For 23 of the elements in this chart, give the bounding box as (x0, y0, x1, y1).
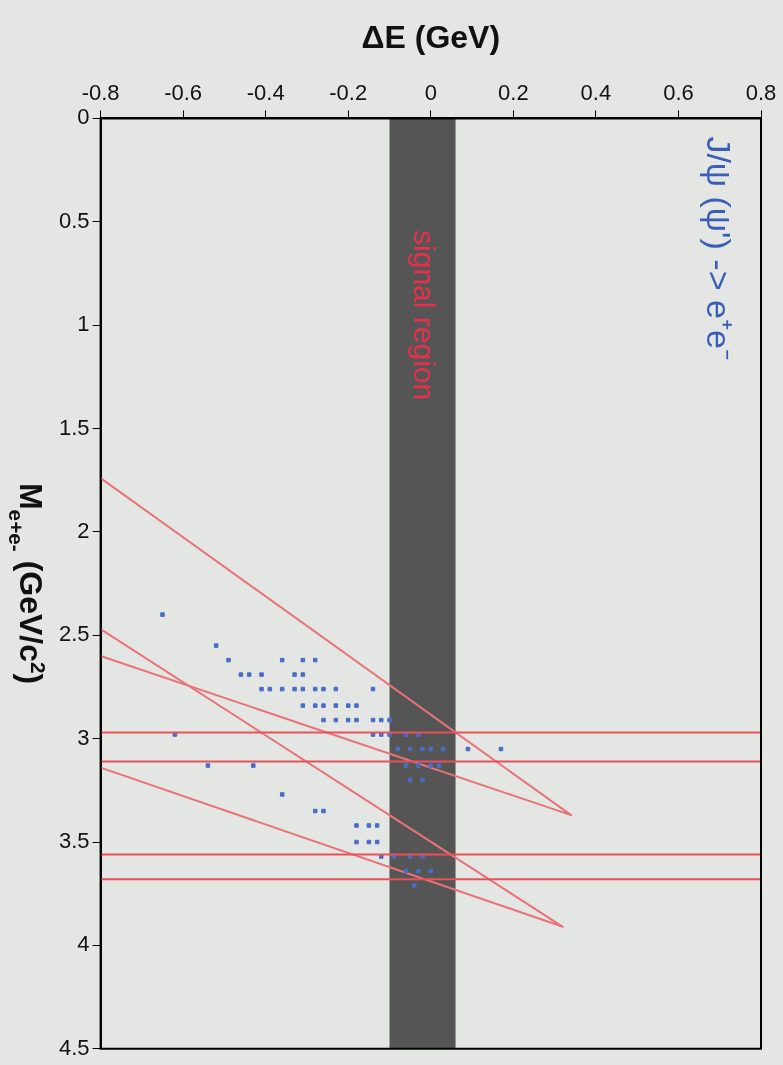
x-tick-label: 0.2 (498, 80, 529, 106)
x-tick-label: 0 (424, 80, 437, 106)
y-tick-label: 0 (77, 104, 90, 130)
y-tick-label: 4.5 (58, 1034, 90, 1060)
y-tick-label: 1.5 (58, 414, 90, 440)
y-tick-label: 3 (77, 724, 90, 750)
y-tick-label: 2.5 (58, 621, 90, 647)
x-tick-label: -0.8 (81, 80, 120, 106)
y-axis-title: Me+e- (GeV/c2) (4, 482, 51, 685)
x-tick-label: -0.4 (246, 80, 285, 106)
y-tick-label: 1 (77, 311, 90, 337)
x-tick-label: -0.2 (329, 80, 368, 106)
x-tick-label: -0.6 (164, 80, 203, 106)
band-label: signal region (408, 230, 442, 401)
y-tick-label: 3.5 (58, 828, 90, 854)
x-tick-label: 0.8 (745, 80, 777, 106)
annotation: J/ψ (ψ') -> e⁺e⁻ (699, 136, 738, 360)
y-tick-label: 4 (77, 931, 90, 957)
x-axis-title: ΔE (GeV) (361, 19, 501, 55)
x-tick-label: 0.6 (663, 80, 694, 106)
x-tick-label: 0.4 (580, 80, 612, 106)
y-tick-label: 2 (77, 517, 90, 543)
y-tick-label: 0.5 (58, 207, 90, 233)
